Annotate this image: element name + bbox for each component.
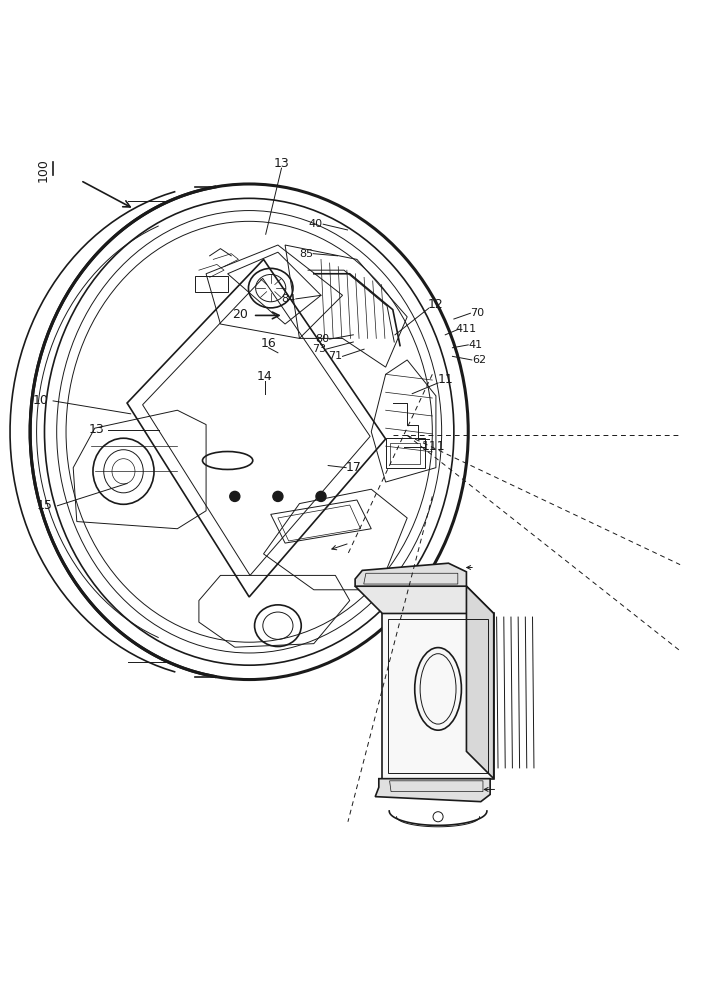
Text: 70: 70 bbox=[471, 308, 485, 318]
Text: 40: 40 bbox=[309, 219, 323, 229]
Circle shape bbox=[273, 491, 283, 501]
Text: 85: 85 bbox=[298, 249, 313, 259]
Text: 411: 411 bbox=[456, 324, 477, 334]
Text: 41: 41 bbox=[469, 340, 482, 350]
Text: 20: 20 bbox=[232, 308, 248, 321]
Text: 13: 13 bbox=[274, 157, 289, 170]
Text: 62: 62 bbox=[472, 355, 486, 365]
Polygon shape bbox=[466, 586, 494, 779]
Text: 100: 100 bbox=[37, 158, 50, 182]
Text: 15: 15 bbox=[37, 499, 53, 512]
Polygon shape bbox=[375, 779, 490, 802]
Text: 84: 84 bbox=[282, 294, 296, 304]
Text: 10: 10 bbox=[33, 394, 49, 407]
Polygon shape bbox=[355, 586, 494, 613]
Text: 12: 12 bbox=[428, 298, 444, 311]
Circle shape bbox=[230, 491, 240, 501]
Text: 17: 17 bbox=[345, 461, 361, 474]
Text: 71: 71 bbox=[328, 351, 342, 361]
Text: 16: 16 bbox=[261, 337, 276, 350]
Text: 80: 80 bbox=[315, 334, 329, 344]
Polygon shape bbox=[382, 613, 494, 779]
Text: 13: 13 bbox=[89, 423, 105, 436]
Polygon shape bbox=[355, 563, 466, 586]
Text: 14: 14 bbox=[257, 370, 273, 383]
Text: 11: 11 bbox=[438, 373, 453, 386]
Circle shape bbox=[316, 491, 326, 501]
Text: 73: 73 bbox=[311, 344, 326, 354]
Text: 111: 111 bbox=[422, 440, 446, 453]
